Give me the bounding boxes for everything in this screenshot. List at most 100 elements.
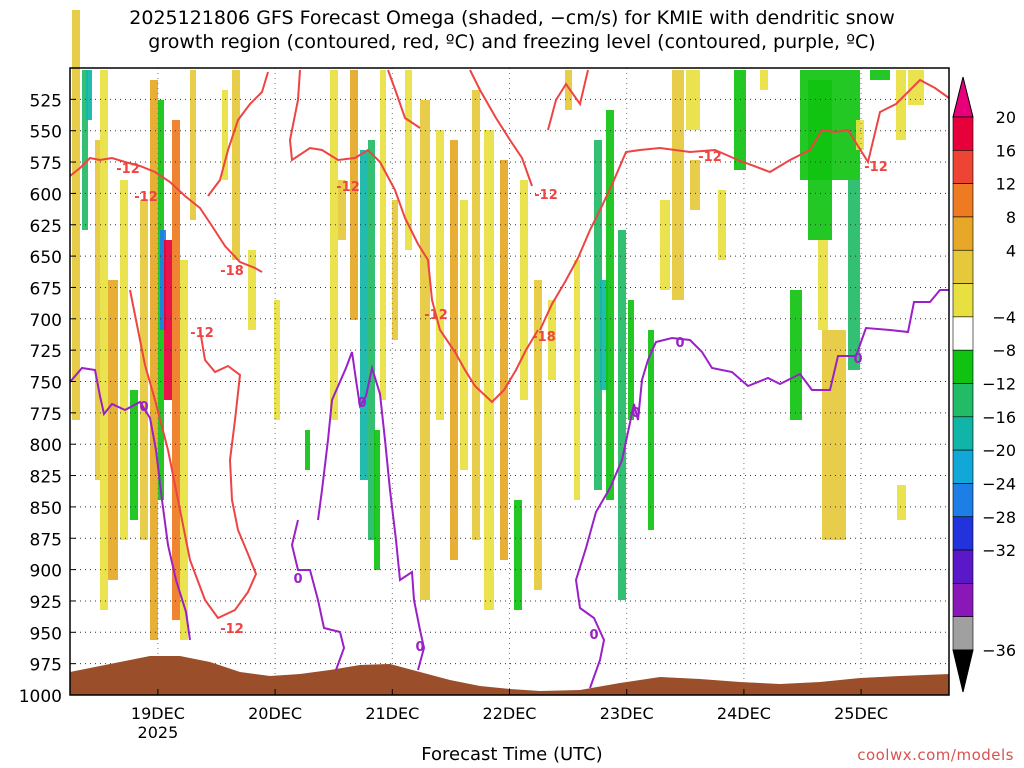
y-tick-label: 675 — [30, 279, 62, 299]
colorbar-label: 16 — [996, 141, 1016, 160]
omega-streak — [86, 70, 92, 120]
omega-streak — [472, 90, 480, 540]
omega-streak — [500, 160, 508, 560]
colorbar-swatch — [952, 349, 974, 384]
dendritic-contour-label: -12 — [336, 180, 360, 195]
omega-streak — [734, 70, 746, 170]
y-tick-label: 900 — [30, 562, 62, 582]
y-tick-label: 550 — [30, 123, 62, 143]
freezing-level-label: 0 — [675, 336, 684, 351]
y-tick-label: 600 — [30, 185, 62, 205]
x-tick-label: 21DEC — [365, 704, 419, 723]
omega-streak — [72, 10, 80, 420]
y-tick-label: 1000 — [19, 687, 62, 707]
omega-streak — [818, 240, 828, 330]
omega-streak — [392, 200, 398, 340]
dendritic-contour-line — [539, 78, 950, 331]
freezing-level-label: 0 — [415, 640, 424, 655]
colorbar-label: 20 — [996, 108, 1016, 127]
colorbar-label: −12 — [982, 375, 1016, 394]
terrain-shape — [70, 656, 949, 695]
y-tick-label: 650 — [30, 248, 62, 268]
omega-shading — [70, 10, 949, 695]
omega-streak — [908, 70, 924, 105]
colorbar-swatch — [952, 150, 974, 184]
dendritic-contour-line — [387, 69, 421, 129]
omega-streak — [108, 280, 118, 580]
omega-streak — [606, 110, 614, 500]
colorbar-swatch — [952, 416, 974, 451]
omega-streak — [690, 160, 700, 210]
dendritic-contour-label: -12 — [698, 150, 722, 165]
omega-streak — [897, 485, 906, 520]
omega-streak — [574, 260, 580, 500]
x-tick-label: 19DEC — [131, 704, 185, 723]
omega-streak — [360, 150, 368, 480]
y-tick-label: 775 — [30, 405, 62, 425]
dendritic-contour-label: -12 — [134, 190, 158, 205]
dendritic-contour-line — [288, 69, 539, 404]
colorbar-label: 12 — [996, 175, 1016, 194]
freezing-level-label: 0 — [139, 400, 148, 415]
colorbar-bottom-arrow — [952, 649, 974, 693]
omega-streak — [305, 430, 310, 470]
dendritic-contour-label: -12 — [534, 188, 558, 203]
dendritic-contour-label: -18 — [532, 330, 556, 345]
y-tick-label: 700 — [30, 311, 62, 331]
dendritic-contour-line — [129, 289, 258, 620]
x-axis-title: Forecast Time (UTC) — [421, 744, 603, 765]
omega-streak — [368, 140, 375, 540]
freezing-level-contour-line — [574, 289, 949, 689]
colorbar-swatch — [952, 616, 974, 651]
dendritic-contour-label: -12 — [116, 162, 140, 177]
y-tick-label: 950 — [30, 624, 62, 644]
omega-streak — [660, 200, 670, 290]
colorbar-label: −16 — [982, 408, 1016, 427]
dendritic-contour-line — [69, 156, 263, 273]
colorbar-label: 4 — [1006, 241, 1016, 260]
omega-streak — [686, 70, 700, 130]
colorbar-swatch — [952, 516, 974, 551]
omega-streak — [374, 430, 380, 570]
omega-streak — [140, 200, 148, 540]
colorbar-swatch — [952, 483, 974, 518]
omega-streak — [648, 330, 654, 530]
colorbar-label: −4 — [992, 308, 1016, 327]
dendritic-contour-label: -12 — [190, 326, 214, 341]
colorbar-label: −28 — [982, 508, 1016, 527]
freezing-level-label: 0 — [357, 396, 366, 411]
omega-streak — [190, 70, 196, 220]
colorbar-swatch — [952, 116, 974, 151]
omega-streak — [896, 70, 906, 140]
colorbar-label: −24 — [982, 474, 1016, 493]
omega-streak — [248, 250, 256, 330]
omega-streak — [380, 70, 386, 400]
omega-streak — [160, 230, 166, 330]
colorbar-label: −36 — [982, 641, 1016, 660]
y-tick-label: 800 — [30, 436, 62, 456]
omega-streak — [514, 500, 522, 610]
freezing-level-contour-line — [69, 366, 191, 641]
omega-streak — [672, 70, 684, 300]
omega-streak — [350, 70, 358, 320]
credit-text: coolwx.com/models — [857, 746, 1014, 764]
colorbar-swatch — [952, 449, 974, 484]
dendritic-contour-line — [207, 71, 269, 197]
omega-streak — [150, 80, 158, 640]
x-tick-label: 25DEC — [834, 704, 888, 723]
colorbar-swatch — [952, 216, 974, 251]
omega-streak — [534, 280, 542, 590]
omega-streak — [164, 240, 172, 400]
omega-streak — [338, 180, 346, 240]
omega-streak — [618, 230, 626, 600]
omega-streak — [870, 70, 890, 80]
omega-streak — [130, 390, 138, 520]
x-tick-label: 22DEC — [483, 704, 537, 723]
y-tick-label: 825 — [30, 468, 62, 488]
y-tick-label: 975 — [30, 656, 62, 676]
omega-streak — [222, 90, 228, 180]
y-tick-label: 875 — [30, 530, 62, 550]
omega-streak — [405, 70, 412, 250]
y-tick-label: 850 — [30, 499, 62, 519]
y-tick-label: 750 — [30, 374, 62, 394]
